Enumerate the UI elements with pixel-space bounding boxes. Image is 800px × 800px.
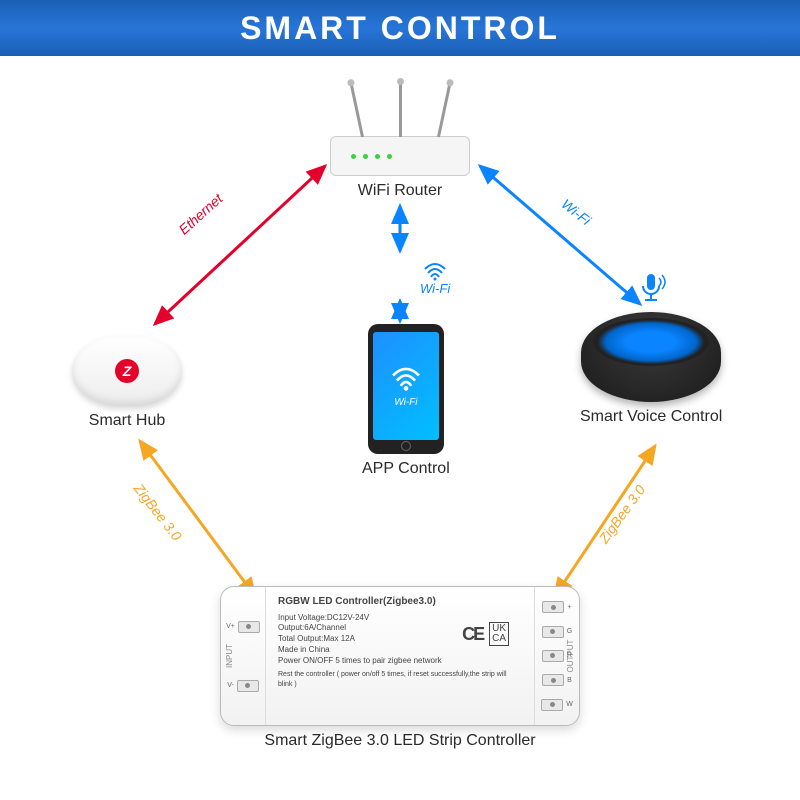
diagram-canvas: Ethernet Wi-Fi ZigBee 3.0 ZigBee 3.0 Wi-… [0, 56, 800, 800]
echo-dot-icon [581, 312, 721, 402]
router-label: WiFi Router [358, 182, 442, 200]
phone-wifi-text: Wi-Fi [394, 397, 417, 408]
cert-marks: CE UKCA [462, 622, 509, 646]
led-controller-node: INPUT V+ V- RGBW LED Controller(Zigbee3.… [220, 586, 580, 750]
ukca-mark-icon: UKCA [489, 622, 509, 646]
controller-icon: INPUT V+ V- RGBW LED Controller(Zigbee3.… [220, 586, 580, 726]
controller-spec-text: RGBW LED Controller(Zigbee3.0) Input Vol… [266, 587, 534, 725]
ce-mark-icon: CE [462, 622, 483, 646]
wifi-app-label-group: Wi-Fi [420, 261, 450, 296]
controller-title: RGBW LED Controller(Zigbee3.0) [278, 595, 522, 609]
wifi-screen-icon [389, 365, 423, 391]
zigbee-left-label: ZigBee 3.0 [131, 480, 185, 543]
hub-icon: Z [72, 336, 182, 406]
input-side-label: INPUT [225, 644, 234, 668]
wifi-app-label: Wi-Fi [420, 281, 450, 296]
microphone-icon [633, 270, 669, 310]
voice-control-node: Smart Voice Control [580, 312, 722, 426]
header-title: SMART CONTROL [240, 10, 560, 47]
wifi-icon [423, 261, 447, 281]
app-control-node: Wi-Fi APP Control [362, 324, 450, 478]
wifi-voice-label: Wi-Fi [559, 196, 594, 229]
smart-hub-node: Z Smart Hub [72, 336, 182, 430]
wifi-router-node: WiFi Router [330, 86, 470, 200]
ethernet-label: Ethernet [175, 190, 225, 237]
output-side-label: OUTPUT [566, 640, 575, 673]
router-icon [330, 136, 470, 176]
voice-label: Smart Voice Control [580, 408, 722, 426]
header-banner: SMART CONTROL [0, 0, 800, 56]
hub-label: Smart Hub [89, 412, 165, 430]
zigbee-logo-icon: Z [115, 359, 139, 383]
zigbee-right-label: ZigBee 3.0 [595, 482, 648, 546]
phone-icon: Wi-Fi [368, 324, 444, 454]
controller-label: Smart ZigBee 3.0 LED Strip Controller [264, 732, 535, 750]
app-label: APP Control [362, 460, 450, 478]
